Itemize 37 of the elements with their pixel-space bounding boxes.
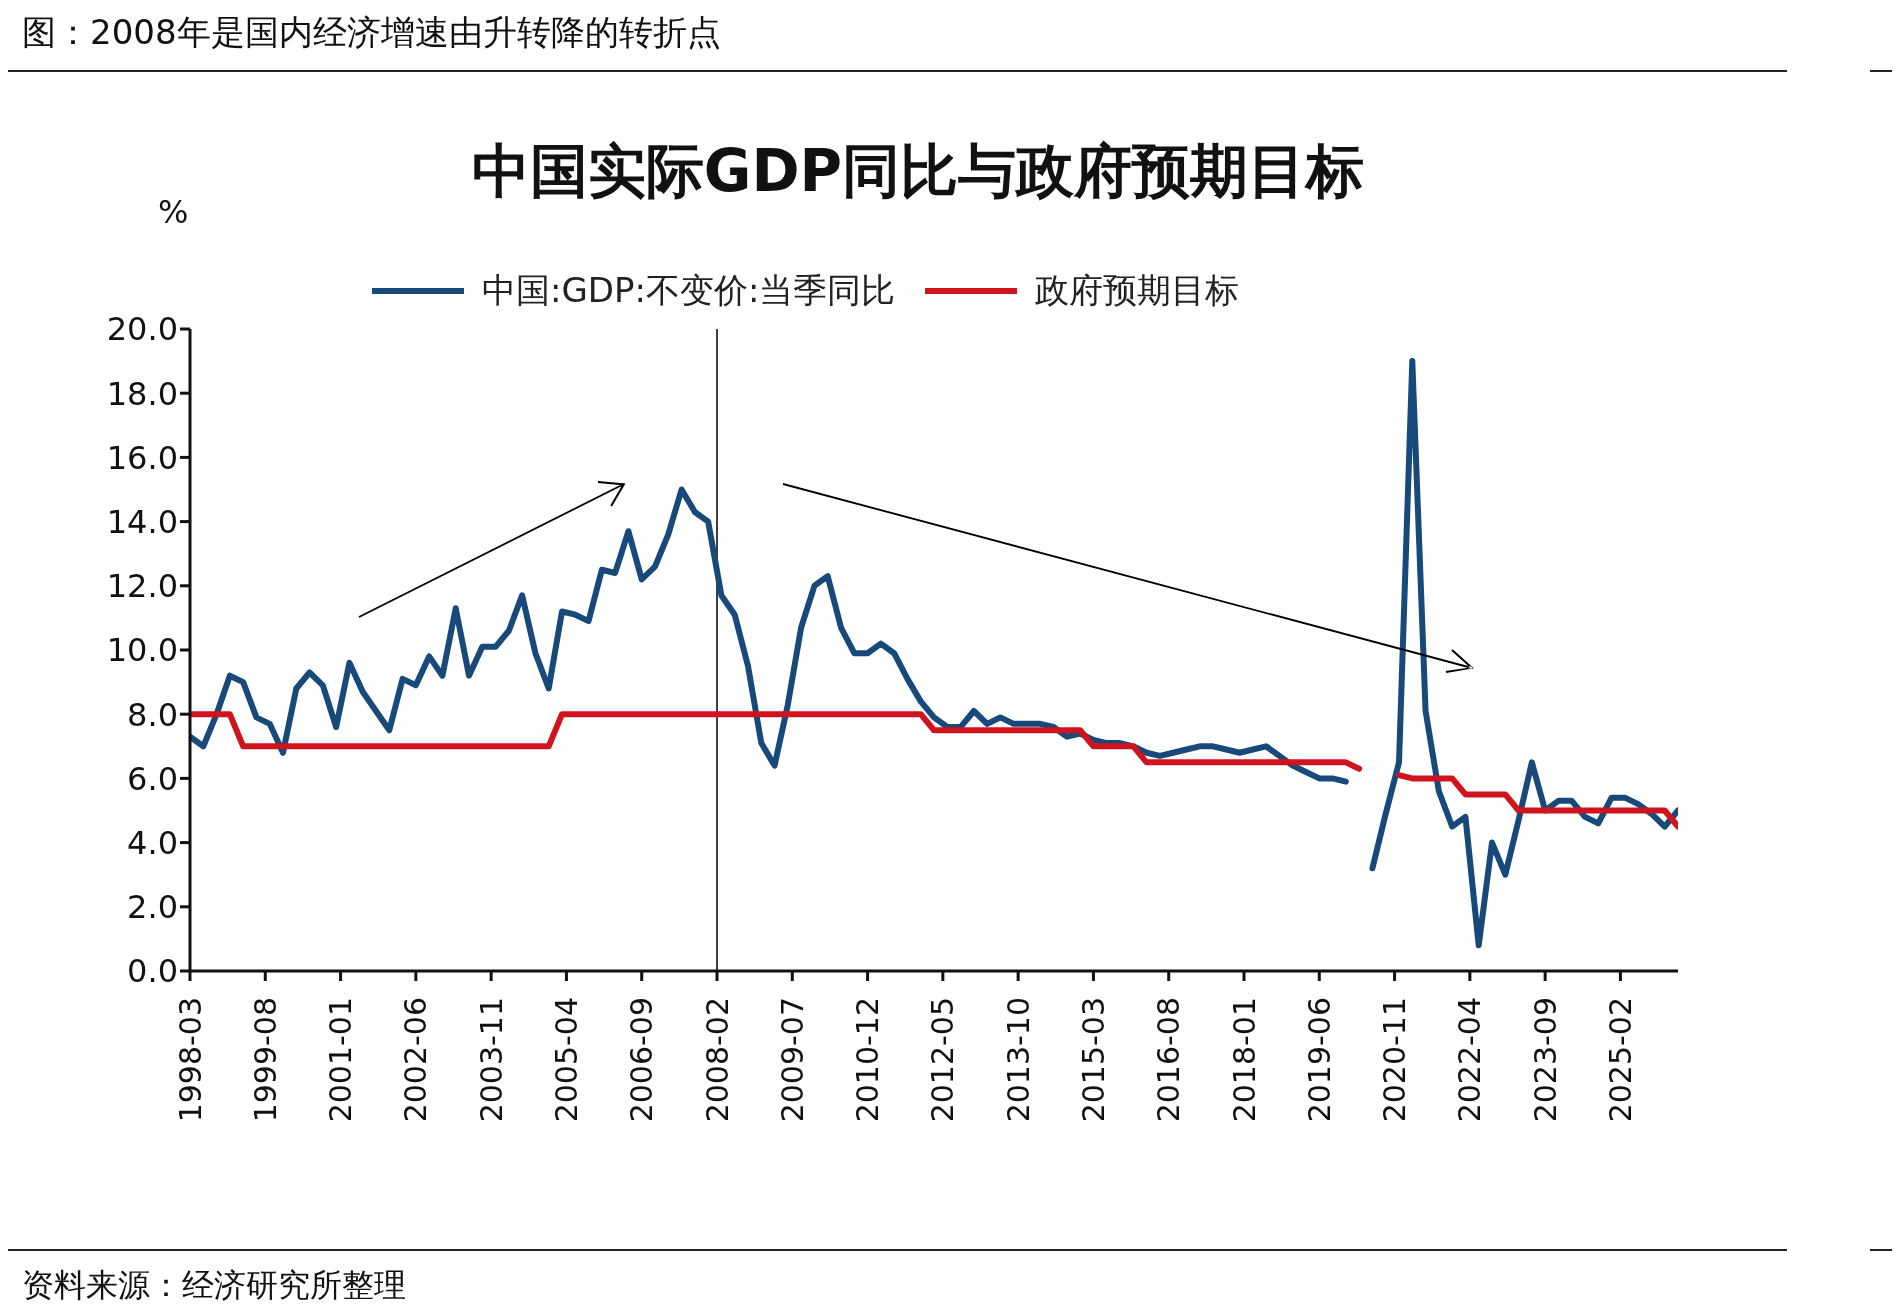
y-axis-title: %	[158, 193, 189, 231]
y-tick-label: 6.0	[127, 759, 178, 798]
chart-subtitle: 中国实际GDP同比与政府预期目标	[471, 137, 1365, 205]
x-tick-label: 2001-01	[323, 997, 359, 1123]
x-tick-label: 2019-06	[1301, 997, 1337, 1123]
x-tick-label: 2002-06	[398, 997, 434, 1123]
x-tick-label: 2018-01	[1226, 997, 1262, 1123]
legend-label: 政府预期目标	[1035, 269, 1240, 312]
y-tick-label: 10.0	[106, 631, 178, 670]
x-tick-label: 2003-11	[473, 997, 509, 1123]
x-tick-label: 2016-08	[1151, 997, 1187, 1123]
x-tick-label: 2005-04	[548, 997, 584, 1123]
x-tick-label: 2013-10	[1000, 997, 1036, 1123]
x-tick-label: 2023-09	[1527, 997, 1563, 1123]
x-tick-label: 2020-11	[1377, 997, 1413, 1123]
y-tick-label: 0.0	[127, 952, 178, 991]
x-tick-label: 2012-05	[925, 997, 961, 1123]
y-tick-label: 4.0	[127, 823, 178, 862]
legend-label: 中国:GDP:不变价:当季同比	[482, 269, 896, 312]
y-tick-label: 20.0	[106, 310, 178, 349]
y-tick-label: 2.0	[127, 888, 178, 927]
x-tick-label: 2008-02	[699, 997, 735, 1123]
x-tick-label: 1999-08	[247, 997, 283, 1123]
text: 资料来源：经济研究所整理	[22, 1265, 406, 1306]
x-tick-label: 2015-03	[1075, 997, 1111, 1123]
x-tick-label: 2010-12	[850, 997, 886, 1123]
x-tick-label: 2006-09	[624, 997, 660, 1123]
y-tick-label: 18.0	[106, 374, 178, 413]
y-tick-label: 16.0	[106, 438, 178, 477]
x-tick-label: 2025-02	[1602, 997, 1638, 1123]
y-tick-label: 12.0	[106, 567, 178, 606]
y-tick-label: 14.0	[106, 502, 178, 541]
y-tick-label: 8.0	[127, 695, 178, 734]
x-tick-label: 2022-04	[1452, 997, 1488, 1123]
x-tick-label: 1998-03	[172, 997, 208, 1123]
x-tick-label: 2009-07	[774, 997, 810, 1123]
chart-title: 图：2008年是国内经济增速由升转降的转折点	[22, 11, 721, 54]
